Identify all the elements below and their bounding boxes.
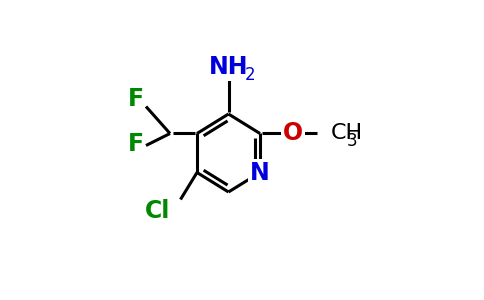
Text: 3: 3: [347, 132, 357, 150]
Text: F: F: [127, 132, 144, 156]
Text: CH: CH: [331, 124, 363, 143]
Text: N: N: [250, 160, 270, 184]
Text: O: O: [283, 122, 303, 146]
Text: NH: NH: [209, 56, 248, 80]
Text: 2: 2: [244, 66, 255, 84]
Text: F: F: [127, 87, 144, 111]
Text: Cl: Cl: [145, 200, 171, 224]
